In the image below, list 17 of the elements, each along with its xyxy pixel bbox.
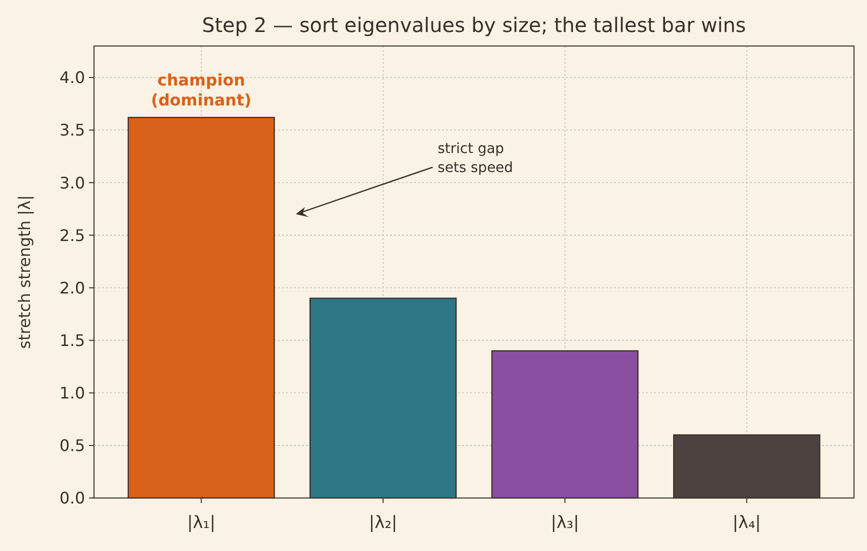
annotation: champion (dominant): [151, 70, 252, 110]
y-tick-label: 3.0: [60, 173, 85, 192]
y-tick-label: 3.5: [60, 120, 85, 140]
annotation: strict gap sets speed: [438, 141, 514, 176]
y-tick-label: 0.5: [60, 436, 85, 456]
chart-title: Step 2 — sort eigenvalues by size; the tallest bar wins: [202, 13, 746, 37]
y-tick-label: 2.5: [60, 226, 85, 245]
y-tick-label: 2.0: [60, 278, 85, 298]
y-tick-label: 0.0: [60, 488, 85, 508]
y-tick-label: 1.5: [60, 330, 85, 350]
x-tick-label: |λ₄|: [732, 513, 761, 533]
x-tick-label: |λ₂|: [368, 513, 398, 533]
y-tick-label: 1.0: [60, 383, 85, 402]
x-tick-label: |λ₃|: [550, 513, 580, 533]
y-axis-title: stretch strength |λ|: [15, 195, 34, 349]
y-tick-label: 4.0: [60, 68, 85, 88]
x-tick-label: |λ₁|: [187, 513, 216, 533]
